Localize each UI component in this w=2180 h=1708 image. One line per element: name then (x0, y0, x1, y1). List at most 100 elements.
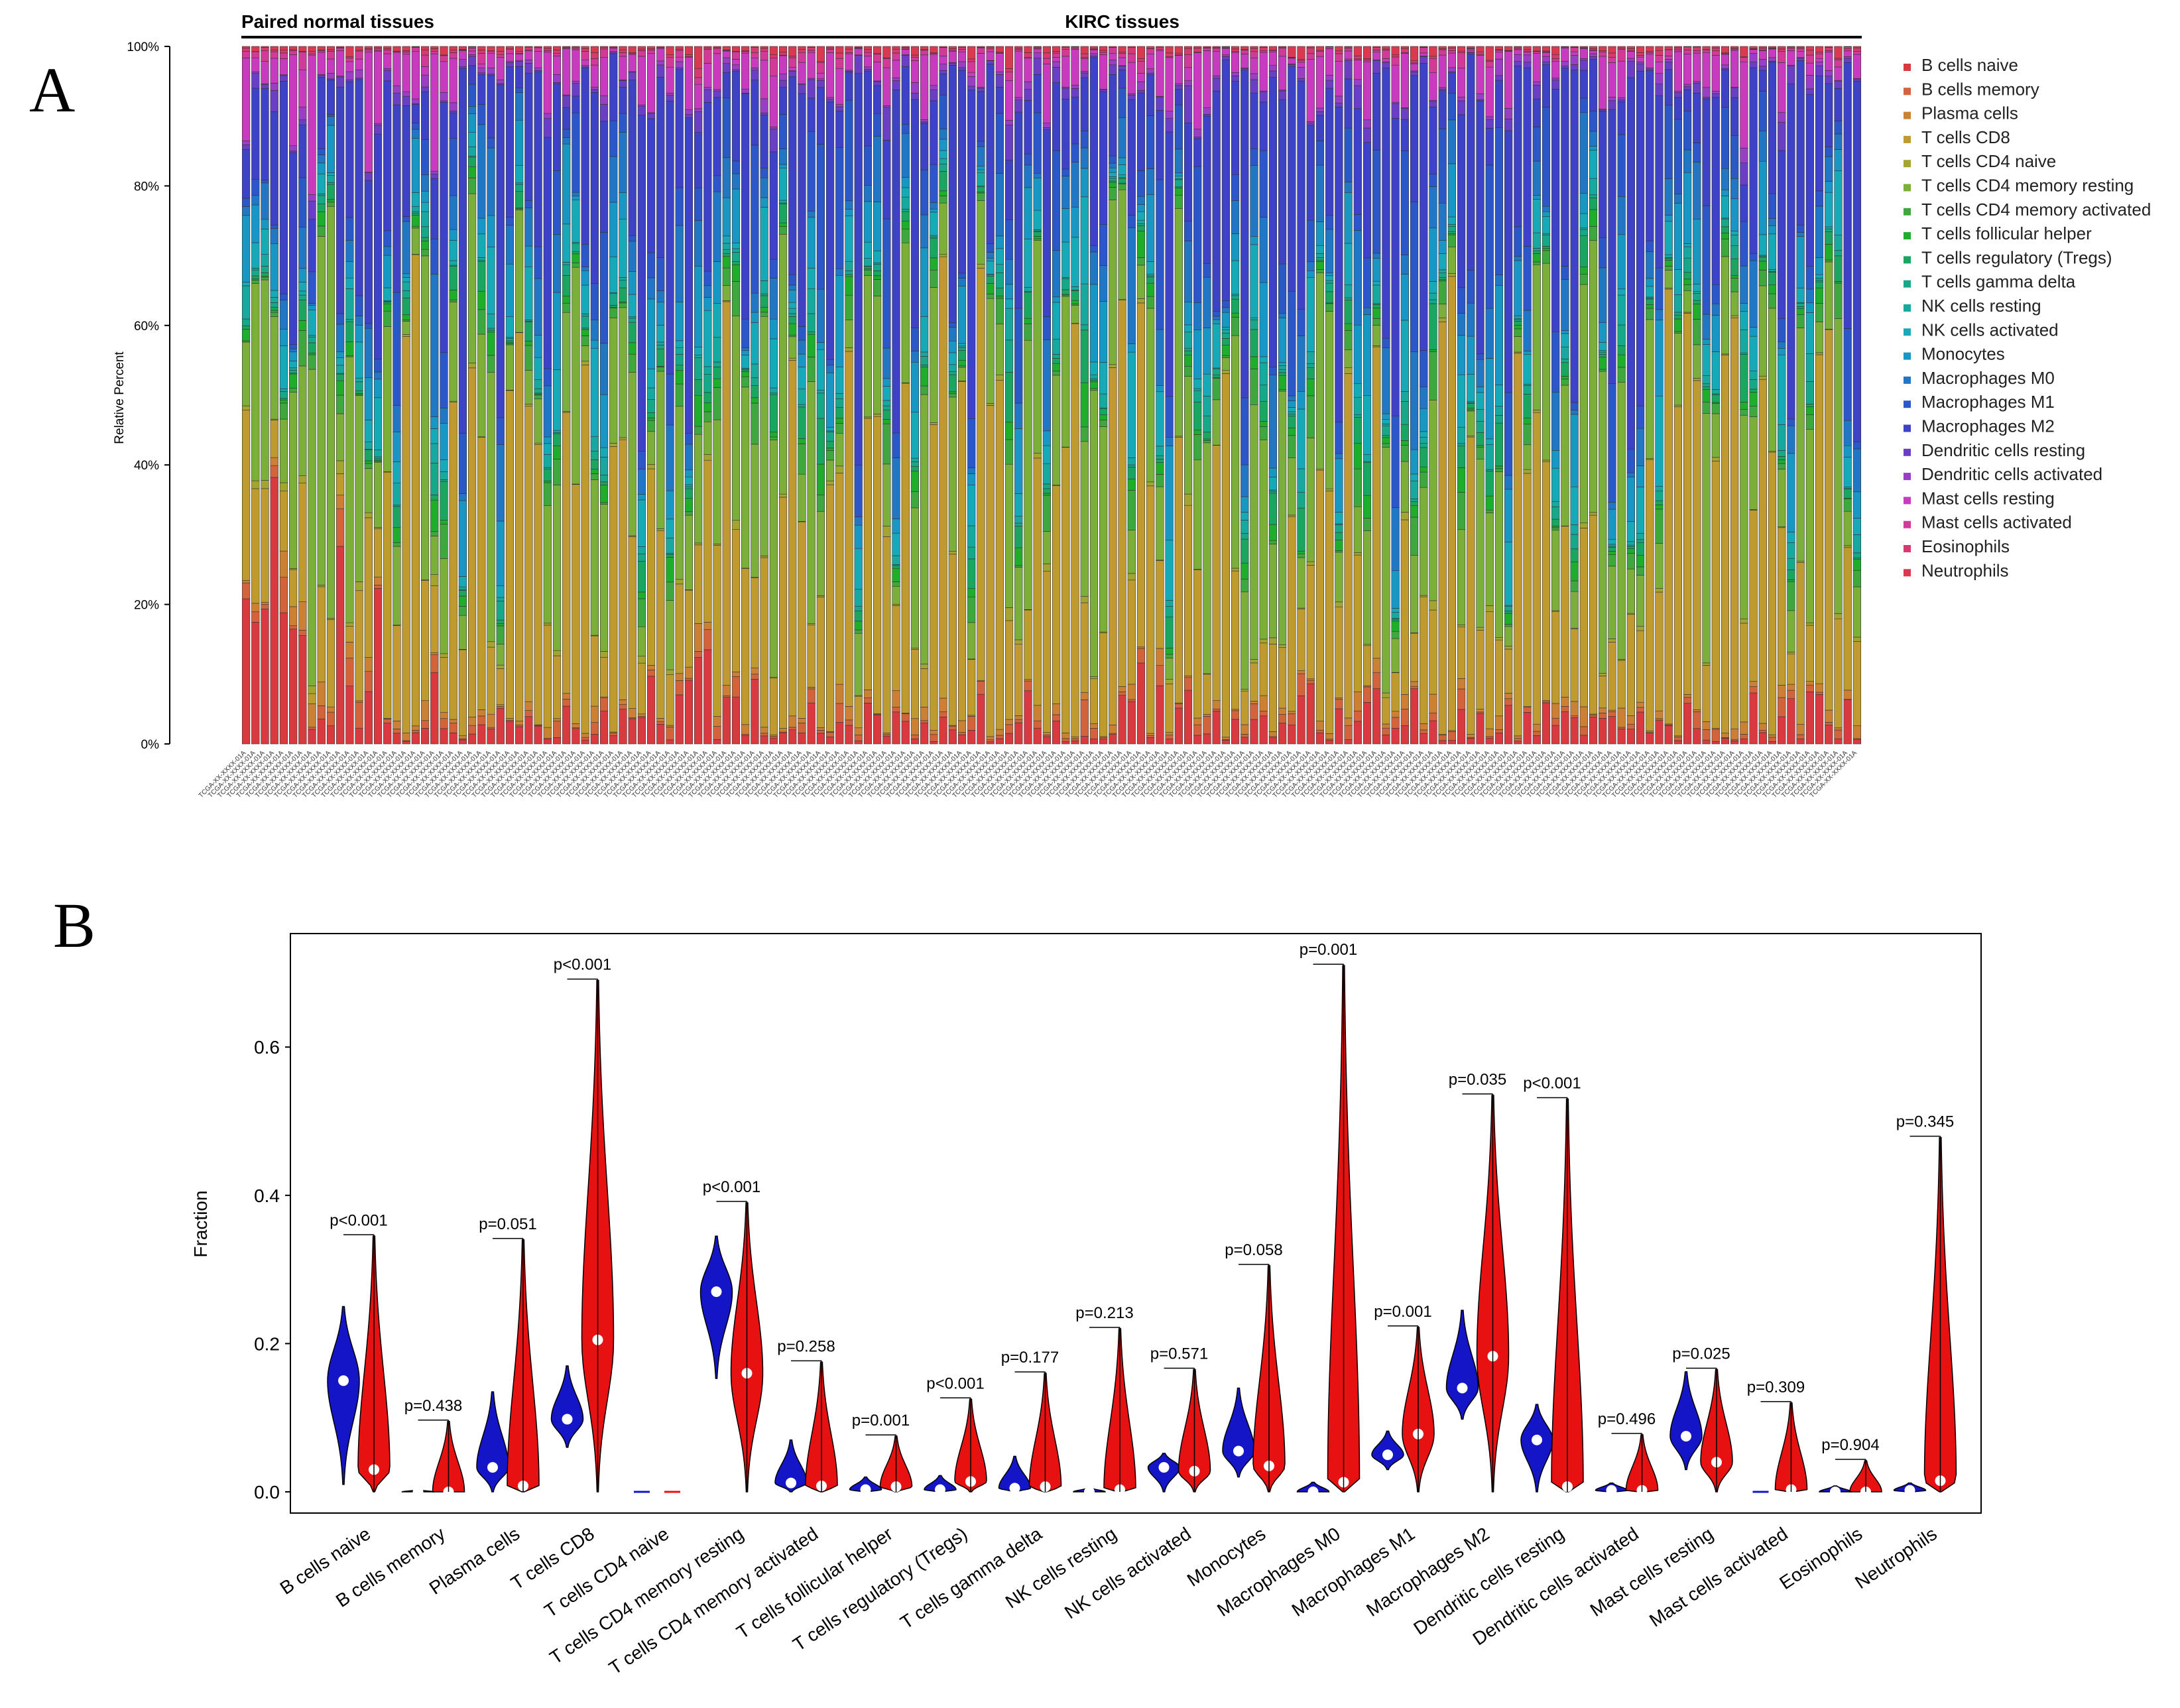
bar-segment (864, 418, 872, 690)
bar-segment (1241, 579, 1248, 591)
bar-segment (600, 121, 608, 232)
bar-segment (1090, 375, 1098, 379)
bar-segment (770, 395, 778, 432)
bar-segment (1844, 56, 1852, 58)
bar-segment (1250, 46, 1258, 48)
bar-segment (421, 721, 429, 729)
bar-segment (713, 727, 721, 740)
bar-segment (685, 434, 693, 444)
bar-segment (826, 737, 834, 744)
bar-segment (892, 53, 900, 60)
bar-segment (1656, 505, 1664, 509)
bar-segment (1683, 90, 1691, 111)
bar-segment (251, 481, 259, 489)
bar-segment (1806, 94, 1814, 266)
bar-segment (1439, 55, 1447, 88)
bar-segment (1740, 163, 1748, 185)
bar-segment (459, 596, 467, 606)
bar-segment (1806, 75, 1814, 89)
bar-segment (656, 342, 664, 345)
bar-segment (1853, 442, 1861, 449)
bar-segment (1420, 408, 1427, 432)
bar-segment (1392, 46, 1400, 55)
bar-segment (383, 54, 391, 68)
bar-segment (808, 623, 816, 625)
bar-segment (280, 403, 288, 419)
bar-segment (1495, 59, 1503, 76)
bar-segment (1580, 274, 1588, 284)
bar-segment (299, 602, 307, 631)
bar-segment (1514, 326, 1522, 329)
bar-segment (1298, 409, 1305, 469)
bar-segment (581, 46, 589, 49)
bar-segment (280, 329, 288, 345)
bar-segment (967, 46, 975, 59)
bar-segment (1231, 52, 1239, 72)
y-tick-label: 0% (141, 738, 160, 752)
bar-segment (638, 554, 646, 561)
bar-segment (1750, 62, 1758, 68)
bar-segment (723, 302, 731, 686)
bar-segment (1052, 297, 1060, 302)
bar-segment (251, 280, 259, 283)
p-value: p=0.177 (1001, 1349, 1059, 1367)
bar-segment (770, 388, 778, 393)
bar-segment (1542, 62, 1550, 65)
bar-segment (1627, 78, 1635, 449)
bar-segment (534, 51, 542, 68)
bar-segment (1448, 235, 1456, 247)
bar-segment (1551, 46, 1559, 54)
bar-segment (920, 356, 928, 365)
bar-segment (883, 219, 891, 348)
bar-segment (1730, 178, 1738, 199)
bar-segment (271, 111, 278, 225)
bar-segment (1250, 719, 1258, 744)
bar-segment (1825, 229, 1833, 231)
bar-segment (1504, 627, 1512, 646)
bar-segment (1504, 699, 1512, 705)
bar-segment (826, 441, 834, 448)
bar-segment (883, 107, 891, 141)
bar-segment (421, 87, 429, 91)
bar-segment (1636, 533, 1644, 540)
bar-segment (1721, 65, 1729, 68)
median-dot (861, 1485, 871, 1495)
bar-segment (1514, 353, 1522, 736)
bar-segment (280, 613, 288, 744)
bar-segment (1599, 342, 1606, 350)
bar-segment (1514, 741, 1522, 744)
bar-segment (1401, 424, 1409, 440)
bar-segment (1410, 72, 1418, 75)
bar-segment (525, 267, 533, 320)
bar-segment (1486, 445, 1494, 469)
bar-segment (977, 172, 985, 186)
bar-segment (327, 202, 335, 206)
bar-segment (393, 93, 401, 105)
bar-segment (855, 48, 863, 54)
bar-segment (694, 545, 702, 624)
bar-segment (1457, 101, 1465, 115)
bar-segment (685, 515, 693, 589)
bar-segment (779, 164, 787, 168)
bar-segment (1090, 389, 1098, 391)
bar-segment (1815, 280, 1823, 282)
bar-segment (506, 391, 514, 719)
bar-segment (1146, 261, 1154, 274)
bar-segment (487, 727, 495, 729)
bar-segment (478, 262, 486, 292)
bar-segment (1580, 707, 1588, 727)
bar-segment (864, 56, 872, 67)
bar-segment (1571, 55, 1579, 64)
bar-segment (261, 46, 269, 47)
bar-segment (958, 735, 966, 744)
bar-segment (1571, 46, 1579, 47)
bar-segment (450, 402, 457, 719)
bar-segment (468, 113, 476, 132)
bar-segment (864, 259, 872, 266)
bar-segment (581, 365, 589, 733)
bar-segment (374, 450, 382, 457)
bar-segment (365, 180, 373, 324)
bar-segment (1514, 62, 1522, 66)
bar-segment (1656, 396, 1664, 486)
bar-segment (280, 483, 288, 491)
